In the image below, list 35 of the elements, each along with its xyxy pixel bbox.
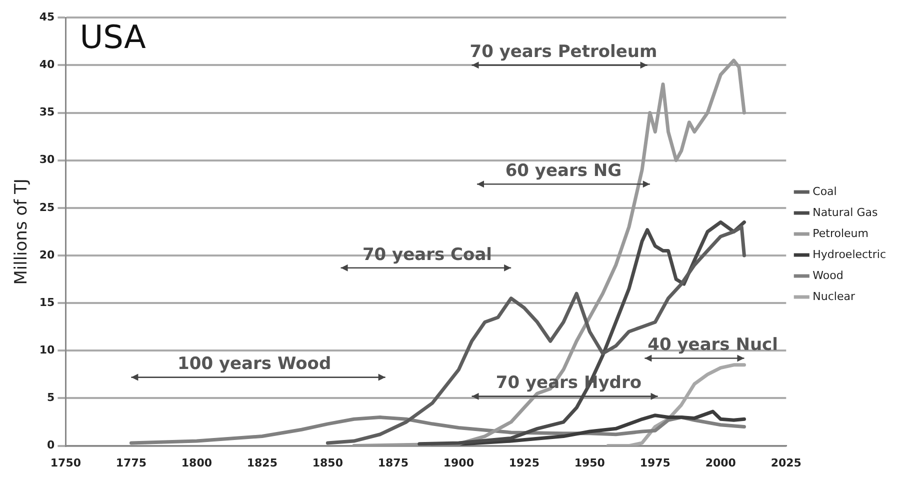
legend-label: Coal [812, 184, 837, 198]
y-tick-label: 0 [47, 438, 56, 452]
annotation: 70 years Petroleum [470, 42, 658, 62]
y-tick-label: 45 [39, 10, 55, 24]
legend-label: Wood [812, 268, 844, 282]
legend-label: Nuclear [812, 290, 856, 303]
y-tick-label: 15 [39, 296, 55, 309]
annotation: 100 years Wood [178, 354, 332, 374]
annotation: 40 years Nucl [648, 335, 778, 356]
x-tick-label: 1975 [640, 456, 670, 470]
x-tick-label: 2000 [705, 456, 736, 470]
x-tick-label: 1875 [378, 456, 408, 470]
x-tick-label: 1825 [246, 456, 278, 470]
x-tick-label: 1900 [443, 456, 474, 470]
legend-label: Petroleum [812, 226, 868, 240]
x-tick-label: 1800 [181, 456, 212, 470]
legend-label: Natural Gas [812, 206, 878, 219]
y-tick-label: 30 [39, 153, 56, 166]
x-tick-label: 2025 [770, 456, 802, 470]
y-tick-label: 35 [39, 106, 55, 119]
legend-label: Hydroelectric [812, 248, 886, 261]
y-tick-label: 20 [39, 248, 56, 262]
x-tick-label: 1925 [508, 456, 540, 470]
y-tick-label: 5 [47, 391, 55, 404]
x-tick-label: 1750 [50, 456, 82, 470]
x-tick-label: 1775 [116, 456, 147, 470]
x-tick-label: 1950 [574, 456, 606, 470]
y-tick-label: 40 [39, 58, 56, 72]
annotation: 60 years NG [505, 161, 622, 182]
y-tick-label: 10 [39, 344, 56, 357]
y-axis-title: Millions of TJ [12, 178, 32, 285]
x-tick-label: 1850 [312, 456, 344, 470]
chart-title: USA [80, 18, 146, 56]
y-tick-label: 25 [39, 200, 55, 214]
annotation: 70 years Coal [362, 244, 492, 265]
